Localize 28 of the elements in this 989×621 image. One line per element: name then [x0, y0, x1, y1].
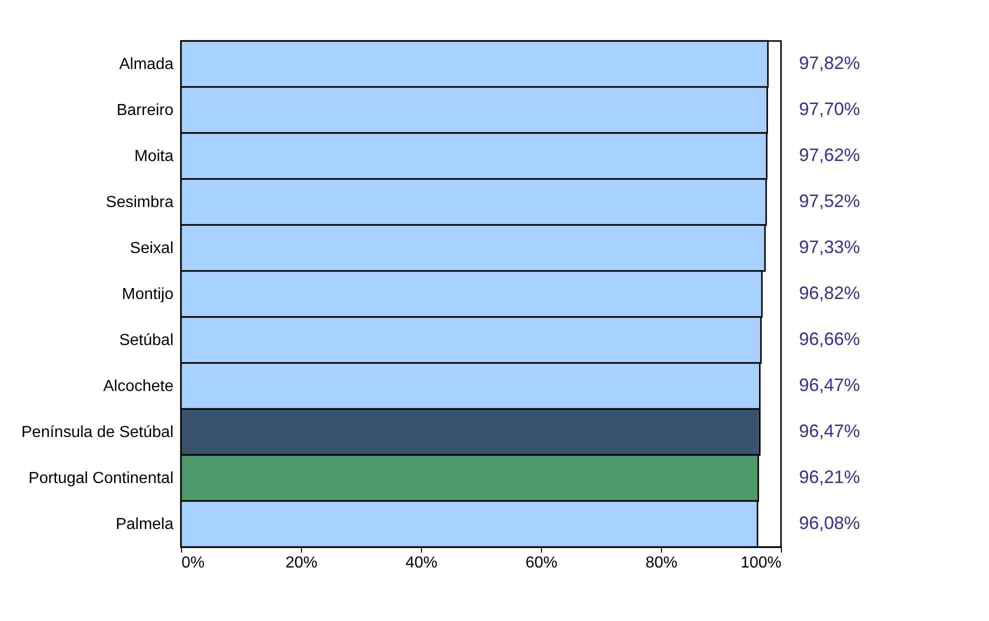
data-label: 97,62% — [799, 145, 860, 165]
y-tick-label: Sesimbra — [106, 194, 174, 211]
x-tick-label: 60% — [525, 554, 558, 572]
data-label: 97,33% — [799, 237, 860, 257]
y-tick-label: Setúbal — [119, 332, 174, 349]
y-tick-label: Moita — [134, 148, 174, 165]
data-label: 97,70% — [799, 99, 860, 119]
y-tick-label: Seixal — [130, 240, 174, 257]
x-tick-label: 80% — [645, 554, 678, 572]
data-label: 96,08% — [799, 513, 860, 533]
x-tick-label: 40% — [405, 554, 438, 572]
y-tick-label: Palmela — [116, 516, 174, 533]
x-tick-label: 100% — [740, 554, 782, 572]
data-label: 96,82% — [799, 283, 860, 303]
data-label: 96,66% — [799, 329, 860, 349]
y-tick-label: Alcochete — [103, 378, 174, 395]
y-tick-label: Montijo — [122, 286, 174, 303]
data-label: 97,52% — [799, 191, 860, 211]
data-label: 96,21% — [799, 467, 860, 487]
data-label: 97,82% — [799, 53, 860, 73]
data-label: 96,47% — [799, 375, 860, 395]
y-tick-label: Almada — [119, 56, 174, 73]
y-tick-label: Barreiro — [116, 102, 174, 119]
y-tick-label: Península de Setúbal — [21, 424, 174, 441]
y-tick-label: Portugal Continental — [28, 470, 174, 487]
x-tick-label: 0% — [182, 554, 205, 572]
x-tick-label: 20% — [285, 554, 318, 572]
data-label: 96,47% — [799, 421, 860, 441]
